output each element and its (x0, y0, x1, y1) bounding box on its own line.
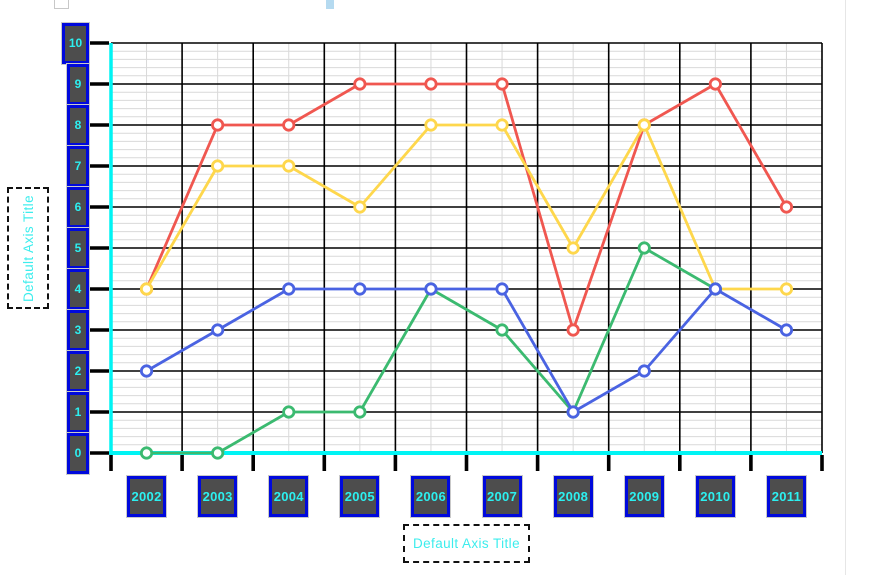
series-red-marker[interactable] (708, 77, 722, 91)
y-tick-label-6[interactable]: 6 (67, 186, 89, 228)
series-blue-marker[interactable] (139, 364, 154, 378)
x-tick-label-2007[interactable]: 2007 (482, 476, 522, 517)
y-tick-label-10[interactable]: 10 (62, 22, 89, 64)
series-blue-marker[interactable] (637, 364, 651, 378)
series-yellow-marker[interactable] (139, 282, 154, 296)
series-red-marker[interactable] (424, 77, 438, 91)
series-red-marker[interactable] (353, 77, 367, 91)
series-red-marker[interactable] (282, 118, 296, 132)
series-yellow-marker[interactable] (282, 159, 296, 173)
y-tick-label-8[interactable]: 8 (67, 104, 89, 146)
series-blue-marker[interactable] (779, 323, 794, 337)
series-blue-marker[interactable] (566, 405, 580, 419)
window-edge-line (845, 0, 846, 575)
y-tick-label-2[interactable]: 2 (67, 350, 89, 392)
x-tick-label-2008[interactable]: 2008 (553, 476, 593, 517)
x-tick-label-2005[interactable]: 2005 (340, 476, 380, 517)
cropped-box-fragment (54, 0, 69, 9)
y-tick-label-9[interactable]: 9 (67, 63, 89, 105)
cropped-title-fragment (326, 0, 334, 9)
series-yellow-marker[interactable] (353, 200, 367, 214)
series-red-marker[interactable] (211, 118, 225, 132)
y-axis-title[interactable]: Default Axis Title (7, 187, 49, 309)
series-red-marker[interactable] (495, 77, 509, 91)
series-yellow-marker[interactable] (637, 118, 651, 132)
series-blue-marker[interactable] (495, 282, 509, 296)
x-tick-label-2004[interactable]: 2004 (269, 476, 309, 517)
series-green-marker[interactable] (139, 446, 154, 460)
series-yellow-marker[interactable] (424, 118, 438, 132)
series-blue-marker[interactable] (353, 282, 367, 296)
y-tick-label-5[interactable]: 5 (67, 227, 89, 269)
x-tick-label-2009[interactable]: 2009 (624, 476, 664, 517)
series-green-marker[interactable] (353, 405, 367, 419)
x-tick-label-2006[interactable]: 2006 (411, 476, 451, 517)
series-blue-marker[interactable] (211, 323, 225, 337)
series-red-marker[interactable] (779, 200, 794, 214)
x-tick-label-2003[interactable]: 2003 (198, 476, 238, 517)
series-red-line (145, 82, 788, 332)
y-tick-label-4[interactable]: 4 (67, 268, 89, 310)
y-tick-label-3[interactable]: 3 (67, 309, 89, 351)
y-axis-title-label: Default Axis Title (20, 194, 36, 302)
series-yellow-marker[interactable] (495, 118, 509, 132)
series-green-marker[interactable] (282, 405, 296, 419)
x-tick-label-2002[interactable]: 2002 (127, 476, 167, 517)
series-blue-line (145, 287, 788, 414)
series-red-marker[interactable] (566, 323, 580, 337)
x-axis-title[interactable]: Default Axis Title (403, 524, 530, 563)
x-axis-title-label: Default Axis Title (413, 536, 520, 551)
series-yellow-line (145, 123, 787, 291)
series-blue-marker[interactable] (282, 282, 296, 296)
y-tick-label-1[interactable]: 1 (67, 391, 89, 433)
series-green-marker[interactable] (495, 323, 509, 337)
series-yellow-marker[interactable] (566, 241, 580, 255)
series-yellow-marker[interactable] (211, 159, 225, 173)
y-tick-label-0[interactable]: 0 (67, 432, 89, 474)
series-blue-marker[interactable] (708, 282, 722, 296)
x-tick-label-2010[interactable]: 2010 (695, 476, 735, 517)
series-green-marker[interactable] (211, 446, 225, 460)
series-yellow-marker[interactable] (779, 282, 794, 296)
y-tick-label-7[interactable]: 7 (67, 145, 89, 187)
series-green-marker[interactable] (637, 241, 651, 255)
x-tick-label-2011[interactable]: 2011 (766, 476, 806, 517)
series-blue-marker[interactable] (424, 282, 438, 296)
